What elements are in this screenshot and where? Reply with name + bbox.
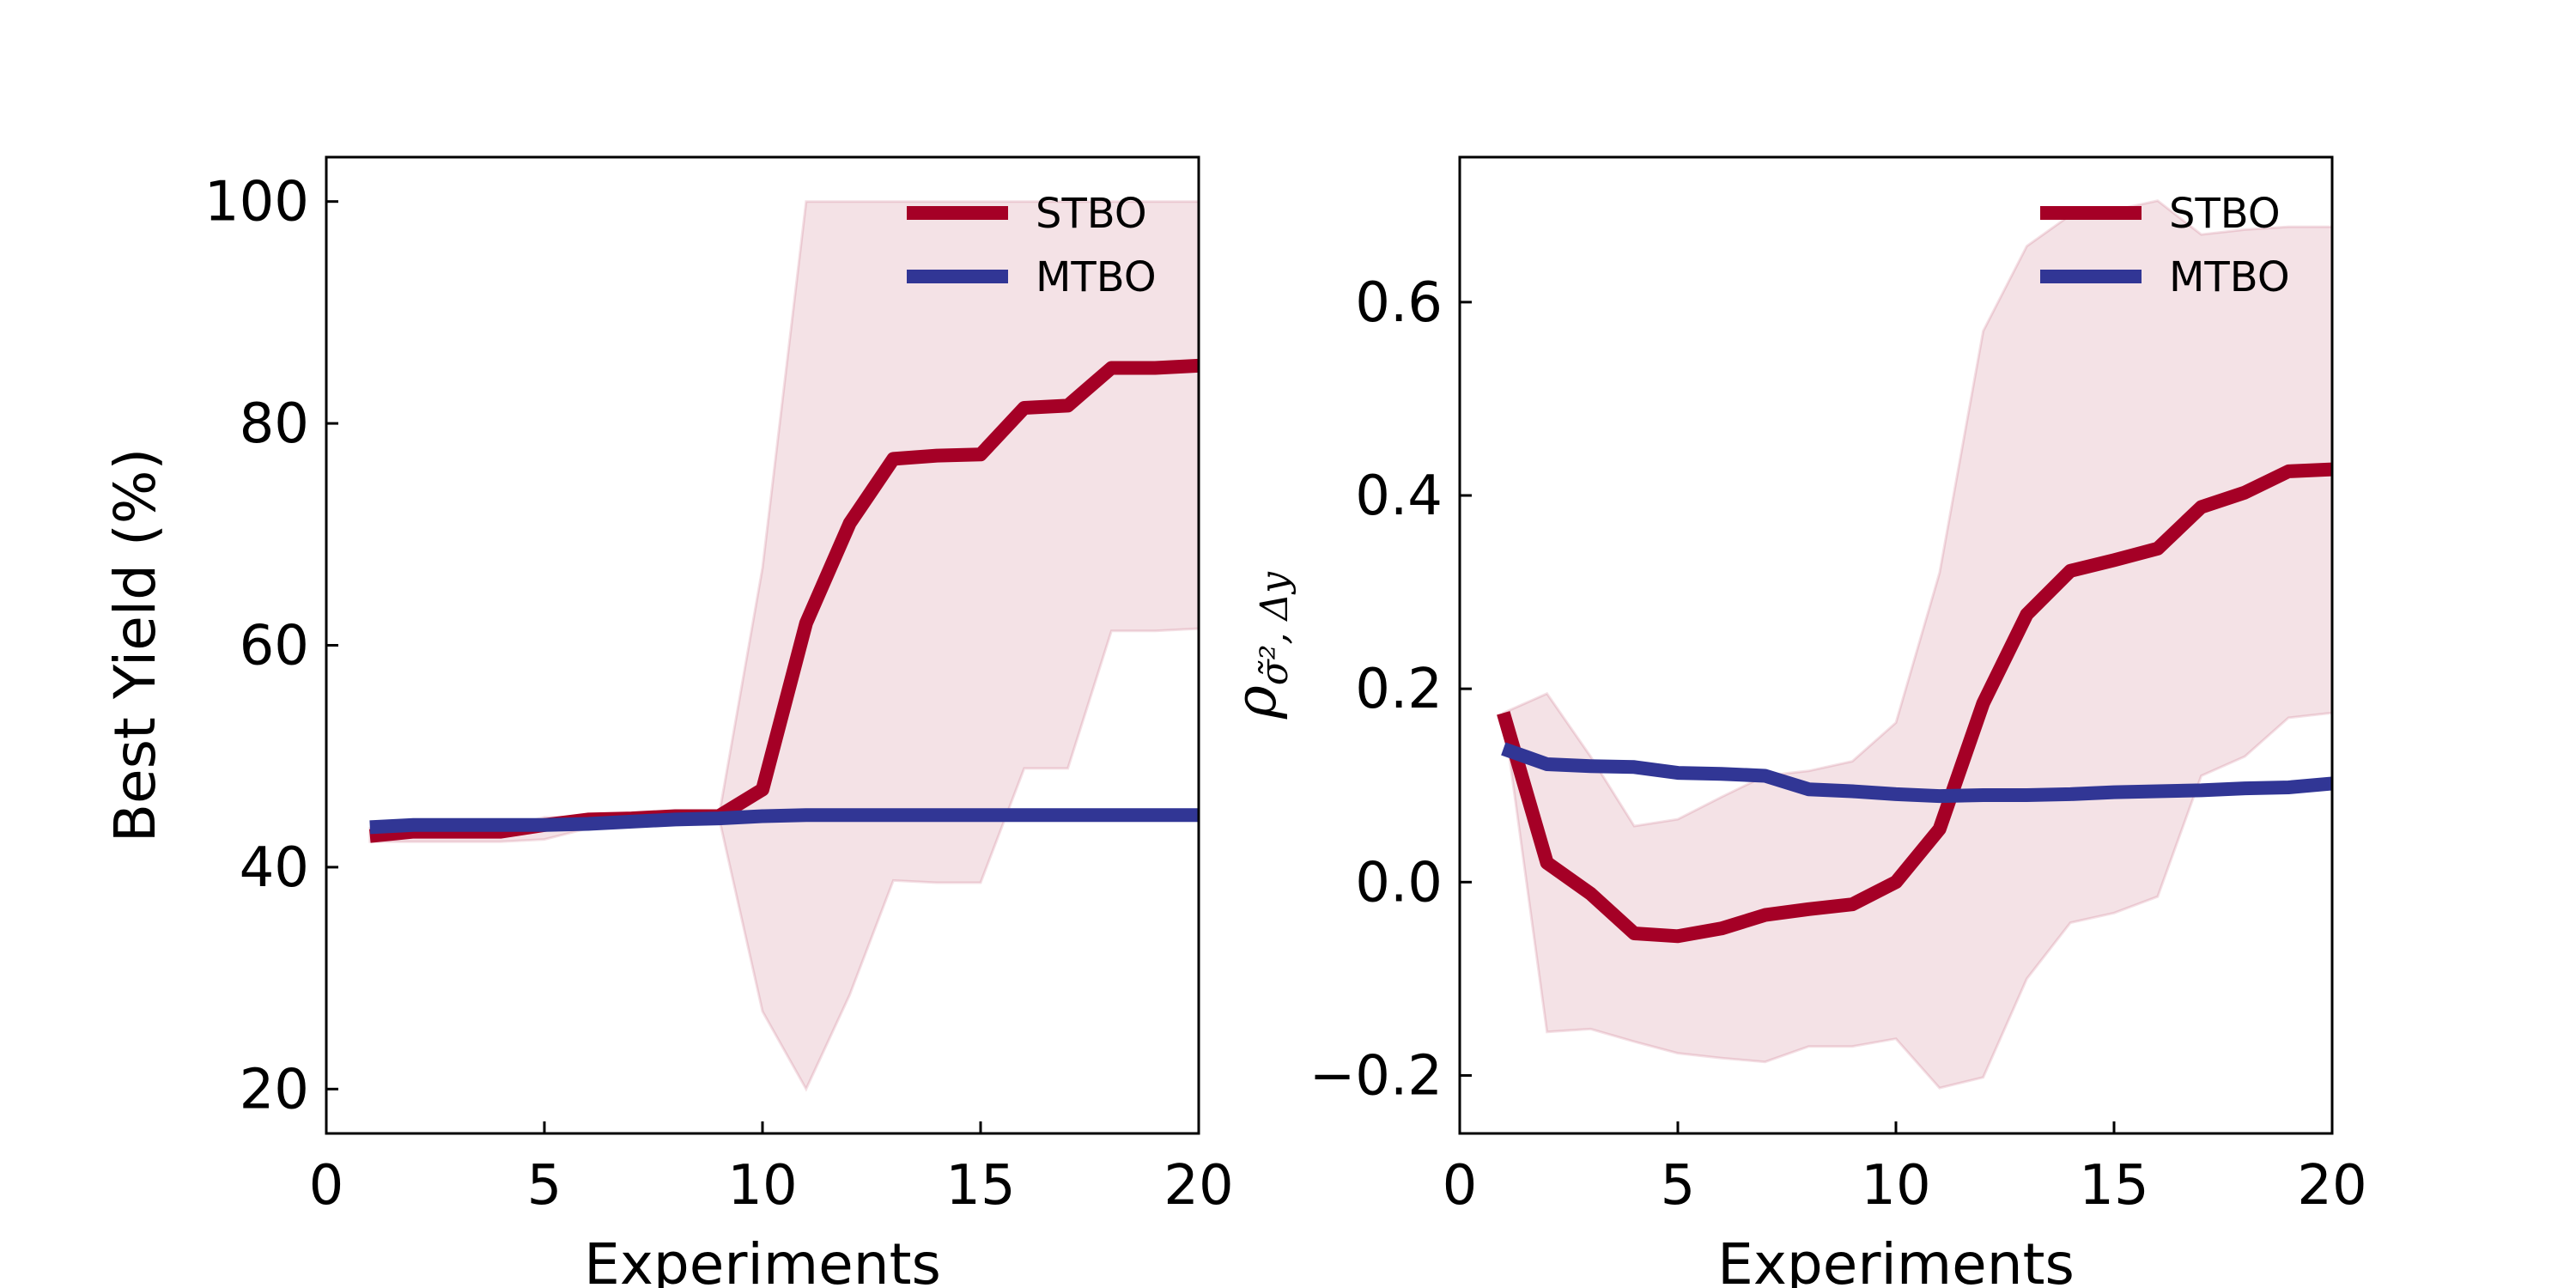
x-axis-label: Experiments — [584, 1231, 941, 1288]
confidence-band-stbo — [1502, 199, 2332, 1090]
y-axis-label-subscript: σ̃², Δy — [1253, 571, 1297, 685]
y-tick-label: 0.0 — [1355, 851, 1443, 914]
correlation-panel: 0 5 10 15 20 −0.2 0.0 0.2 0.4 0.6 Experiments ρσ̃… — [1223, 155, 2367, 1288]
x-axis-label: Experiments — [1717, 1231, 2075, 1288]
y-tick-label: 80 — [240, 392, 309, 456]
legend: STBO MTBO — [2040, 190, 2290, 301]
x-tick-label: 10 — [727, 1154, 797, 1218]
y-tick-label: 20 — [240, 1058, 309, 1121]
x-tick-label: 10 — [1861, 1154, 1930, 1218]
x-tick-label: 20 — [1163, 1154, 1233, 1218]
y-tick-label: −0.2 — [1309, 1044, 1443, 1108]
legend: STBO MTBO — [907, 190, 1157, 301]
best-yield-panel: 0 5 10 15 20 20 40 60 80 100 Experiments Best Yie… — [102, 155, 1234, 1288]
y-axis-label-symbol: ρ — [1223, 685, 1289, 720]
legend-label-stbo: STBO — [1036, 190, 1147, 238]
confidence-band-stbo — [368, 200, 1199, 1092]
x-tick-label: 15 — [2079, 1154, 2148, 1218]
x-tick-label: 15 — [945, 1154, 1015, 1218]
legend-label-mtbo: MTBO — [2169, 253, 2290, 301]
y-tick-label: 60 — [240, 615, 309, 678]
legend-label-mtbo: MTBO — [1036, 253, 1157, 301]
y-tick-label: 0.4 — [1355, 465, 1443, 528]
x-tick-label: 5 — [527, 1154, 562, 1218]
y-tick-label: 0.6 — [1355, 271, 1443, 335]
y-tick-label: 100 — [204, 171, 309, 234]
y-axis-label: Best Yield (%) — [102, 448, 168, 842]
y-tick-label: 40 — [240, 836, 309, 900]
y-tick-label: 0.2 — [1355, 658, 1443, 721]
x-tick-label: 0 — [309, 1154, 344, 1218]
y-axis-label: ρσ̃², Δy — [1223, 571, 1297, 720]
x-tick-label: 0 — [1443, 1154, 1478, 1218]
series-line-mtbo — [1501, 742, 2332, 804]
series-line-stbo — [1497, 462, 2332, 944]
series-line-mtbo — [369, 808, 1199, 835]
x-tick-label: 5 — [1661, 1154, 1696, 1218]
x-tick-label: 20 — [2297, 1154, 2366, 1218]
legend-label-stbo: STBO — [2169, 190, 2281, 238]
